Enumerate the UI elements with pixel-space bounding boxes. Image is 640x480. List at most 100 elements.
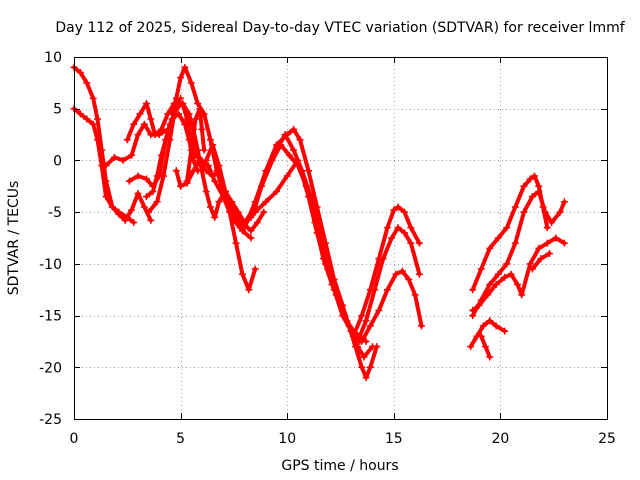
plot-frame	[74, 57, 608, 420]
data-point	[322, 260, 330, 268]
data-point	[232, 239, 240, 247]
data-point	[153, 198, 161, 206]
data-point	[209, 172, 217, 180]
data-point	[501, 327, 509, 335]
data-point	[281, 131, 289, 139]
data-point	[294, 156, 302, 164]
data-point	[198, 167, 206, 175]
series-arc-23	[467, 317, 509, 351]
data-point	[560, 198, 568, 206]
data-point	[526, 260, 534, 268]
series-arc-24	[477, 332, 494, 361]
data-point	[202, 187, 210, 195]
data-point	[492, 281, 500, 289]
data-point	[535, 244, 543, 252]
data-point	[481, 343, 489, 351]
y-tick-label: -15	[39, 309, 62, 325]
data-point	[83, 79, 91, 87]
data-point	[102, 162, 110, 170]
data-point	[111, 153, 119, 161]
data-point	[339, 312, 347, 320]
y-tick-label: 5	[53, 102, 62, 118]
data-point	[251, 265, 259, 273]
data-point	[285, 151, 293, 159]
data-point	[258, 182, 266, 190]
data-point	[492, 322, 500, 330]
data-point	[398, 267, 406, 275]
data-point	[368, 343, 376, 351]
data-point	[518, 291, 526, 299]
data-point	[142, 175, 150, 183]
series-arc-12	[183, 105, 208, 185]
data-point	[405, 275, 413, 283]
data-point	[507, 270, 515, 278]
data-point	[262, 198, 270, 206]
y-tick-label: 0	[53, 153, 62, 169]
data-point	[520, 208, 528, 216]
data-point	[467, 343, 475, 351]
data-point	[206, 203, 214, 211]
data-point	[192, 115, 200, 123]
data-point	[194, 146, 202, 154]
series-line	[351, 205, 422, 339]
data-point	[394, 203, 402, 211]
data-point	[196, 105, 204, 113]
series-arc-16	[241, 156, 364, 345]
y-tick-labels: 10 5 0 -5 -10 -15 -20 -25	[39, 50, 62, 428]
data-point	[238, 270, 246, 278]
data-point	[76, 69, 84, 77]
data-point	[273, 187, 281, 195]
y-axis-label: SDTVAR / TECUs	[6, 181, 22, 296]
x-tick-labels: 0 5 10 15 20 25	[70, 431, 616, 447]
data-point	[277, 141, 285, 149]
data-point	[358, 312, 366, 320]
data-point	[415, 270, 423, 278]
data-point	[486, 353, 494, 361]
data-point	[531, 172, 539, 180]
data-point	[177, 74, 185, 82]
data-point	[149, 187, 157, 195]
data-point	[123, 213, 131, 221]
data-point	[172, 167, 180, 175]
data-point	[494, 234, 502, 242]
data-point	[379, 255, 387, 263]
data-point	[102, 193, 110, 201]
data-point	[475, 301, 483, 309]
data-point	[128, 206, 136, 214]
grid	[74, 57, 607, 419]
data-point	[230, 203, 238, 211]
data-point	[134, 172, 142, 180]
data-point	[247, 227, 255, 235]
data-point	[140, 203, 148, 211]
data-point	[290, 146, 298, 154]
data-point	[215, 162, 223, 170]
data-point	[108, 203, 116, 211]
data-point	[206, 136, 214, 144]
axis-ticks	[74, 57, 608, 420]
data-point	[123, 136, 131, 144]
series-group	[70, 63, 568, 382]
data-point	[76, 110, 84, 118]
data-point	[221, 187, 229, 195]
data-point	[168, 110, 176, 118]
chart-title: Day 112 of 2025, Sidereal Day-to-day VTE…	[55, 20, 625, 36]
x-axis-label: GPS time / hours	[281, 458, 398, 474]
series-line	[468, 318, 507, 349]
data-point	[128, 151, 136, 159]
data-point	[93, 136, 101, 144]
data-point	[543, 224, 551, 232]
data-point	[543, 239, 551, 247]
data-point	[89, 94, 97, 102]
data-point	[115, 208, 123, 216]
data-point	[183, 115, 191, 123]
data-point	[392, 270, 400, 278]
data-point	[537, 255, 545, 263]
data-point	[211, 177, 219, 185]
data-point	[236, 224, 244, 232]
data-point	[187, 146, 195, 154]
data-point	[501, 273, 509, 281]
data-point	[241, 218, 249, 226]
data-point	[130, 218, 138, 226]
data-point	[511, 203, 519, 211]
data-point	[556, 208, 564, 216]
